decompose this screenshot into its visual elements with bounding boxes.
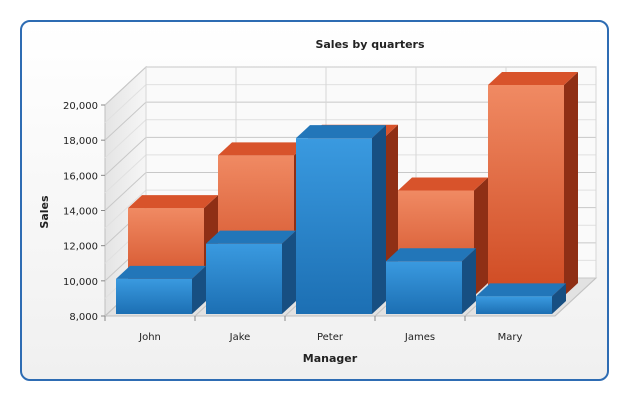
bar-series2-james-side — [462, 248, 476, 314]
x-tick-label: James — [404, 332, 435, 343]
x-tick-label: Peter — [317, 332, 344, 343]
bar-series2-john — [116, 278, 192, 314]
side-gridline — [104, 119, 147, 159]
bar-series1-john-top — [128, 195, 218, 209]
bar-series1-mary-top — [488, 72, 578, 85]
side-gridline — [104, 101, 147, 141]
x-tick-label: Mary — [498, 332, 523, 343]
y-axis-label: Sales — [38, 195, 51, 229]
bar-series2-mary-top — [476, 283, 566, 297]
x-tick-label: John — [138, 332, 161, 343]
bar-series2-john-top — [116, 265, 206, 279]
bar-series1-mary — [488, 85, 564, 296]
x-tick-label: Jake — [229, 332, 251, 343]
bar-series1-peter-side — [384, 124, 398, 296]
bar-series2-mary-side — [552, 283, 566, 314]
y-tick-label: 18,000 — [63, 136, 98, 147]
bar-series2-mary — [476, 296, 552, 314]
y-tick-label: 20,000 — [63, 101, 98, 112]
y-tick-label: 16,000 — [63, 171, 98, 182]
y-tick-label: 10,000 — [63, 277, 98, 288]
side-gridline — [104, 66, 147, 106]
x-axis-label: Manager — [303, 352, 358, 365]
y-tick-label: 14,000 — [63, 207, 98, 218]
bar-series1-jake-top — [218, 142, 308, 156]
bar-series2-james — [386, 261, 462, 314]
bar-series2-peter — [296, 138, 372, 314]
y-tick-label: 8,000 — [69, 312, 98, 323]
floor-divider — [554, 277, 597, 317]
chart-title: Sales by quarters — [315, 38, 425, 51]
bar-series2-jake-top — [206, 230, 296, 244]
bar-series1-mary-side — [564, 72, 578, 296]
side-gridline — [104, 84, 147, 123]
bar-series2-john-side — [192, 265, 206, 314]
plot-area: 8,000 10,000 12,000 14,000 16,000 18,000 20,00… — [63, 65, 598, 343]
bar-series2-james-top — [386, 248, 476, 262]
bar-series1-james-side — [474, 177, 488, 296]
side-gridline — [104, 172, 147, 211]
side-gridline — [104, 154, 147, 194]
bar-series1-james-top — [398, 177, 488, 191]
bar-series2-jake — [206, 243, 282, 314]
y-tick-label: 12,000 — [63, 242, 98, 253]
bar-series2-peter-side — [372, 125, 386, 315]
side-gridline — [104, 136, 147, 176]
bar-series2-jake-side — [282, 230, 296, 314]
bar-series2-peter-top — [296, 125, 386, 139]
side-gridline — [104, 189, 147, 229]
